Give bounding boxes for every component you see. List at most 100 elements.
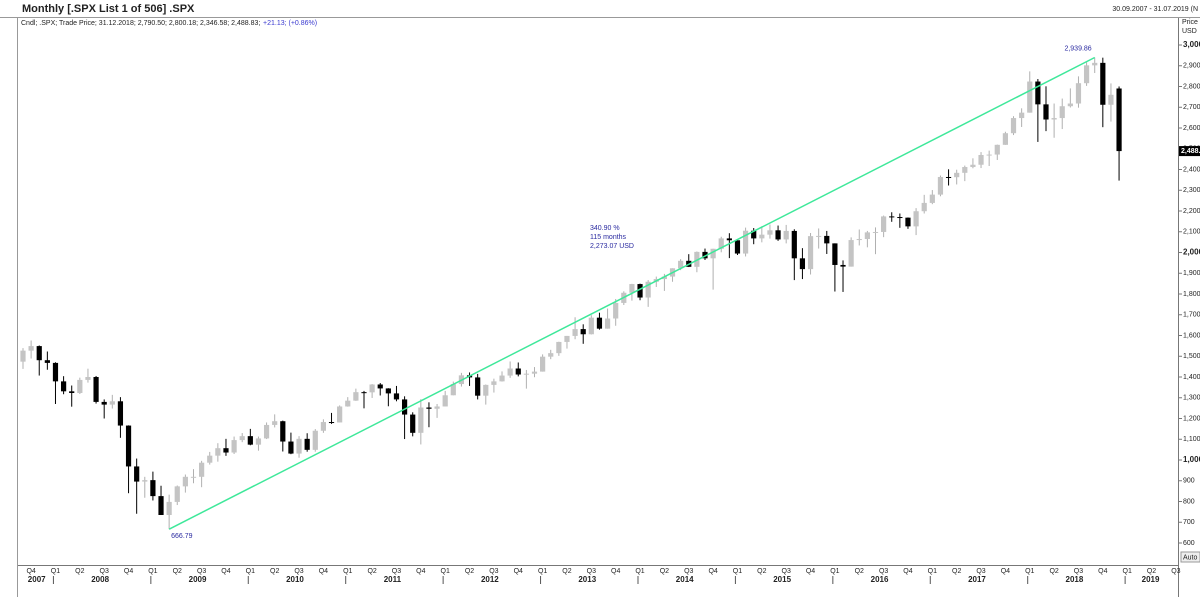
trendline — [168, 56, 1096, 530]
candle-body — [807, 236, 814, 270]
candle-body — [426, 407, 432, 409]
candle-body — [410, 414, 416, 433]
y-tick-label: 1,600 — [1183, 332, 1200, 339]
candle-body — [905, 217, 911, 227]
y-tick-label: 2,100 — [1183, 229, 1200, 236]
y-tick-label: 2,800 — [1183, 83, 1200, 90]
candle-body — [661, 276, 668, 280]
candle-body — [507, 368, 513, 376]
last-price-label: 2,488.83 — [1181, 148, 1200, 155]
candle-body — [239, 436, 245, 441]
candle-body — [272, 421, 278, 425]
candle-body — [962, 167, 968, 173]
y-tick-label: 1,300 — [1183, 395, 1200, 402]
candle-body — [824, 235, 830, 244]
candle-body — [596, 317, 603, 329]
candle-body — [475, 377, 481, 396]
y-tick-label: 1,000 — [1183, 455, 1200, 464]
candle-body — [523, 373, 529, 375]
candle-body — [897, 217, 903, 219]
year-label: 2010 — [286, 575, 304, 584]
candle-body — [36, 346, 42, 361]
candle-body — [548, 353, 554, 357]
candle-body — [85, 377, 91, 380]
candle-body — [125, 425, 132, 467]
candle-body — [247, 436, 253, 445]
candle-body — [288, 441, 294, 454]
x-tick-label: Q2 — [660, 568, 669, 575]
candle-body — [564, 335, 570, 342]
candle-body — [864, 232, 870, 240]
year-label: 2018 — [1066, 575, 1084, 584]
year-label: 2007 — [28, 575, 46, 584]
candle-body — [434, 406, 440, 409]
candle-body — [856, 239, 862, 241]
x-tick-label: Q4 — [1001, 568, 1010, 575]
candle-body — [1092, 62, 1098, 66]
candle-body — [937, 176, 944, 195]
candle-body — [726, 238, 732, 241]
candle-body — [613, 302, 619, 319]
y-tick-label: 1,400 — [1183, 374, 1200, 381]
x-tick-label: Q4 — [1098, 568, 1107, 575]
y-tick-label: 2,400 — [1183, 166, 1200, 173]
candle-body — [483, 384, 489, 396]
candle-body — [101, 401, 107, 405]
candle-body — [69, 391, 75, 393]
x-tick-label: Q2 — [367, 568, 376, 575]
y-tick-label: 2,900 — [1183, 63, 1200, 70]
y-tick-label: 600 — [1183, 540, 1195, 547]
y-tick-label: 1,100 — [1183, 436, 1200, 443]
candle-body — [263, 424, 270, 439]
chart-title: Monthly [.SPX List 1 of 506] .SPX — [22, 3, 195, 15]
candle-body — [1059, 106, 1065, 119]
x-tick-label: Q1 — [343, 568, 352, 575]
auto-button[interactable] — [1180, 551, 1200, 563]
candle-body — [556, 341, 562, 354]
candle-body — [848, 240, 854, 267]
x-tick-label: Q3 — [879, 568, 888, 575]
trendline-start-label: 666.79 — [171, 533, 193, 540]
year-label: 2008 — [91, 575, 109, 584]
y-tick-label: 800 — [1183, 498, 1195, 505]
x-tick-label: Q3 — [587, 568, 596, 575]
candle-body — [393, 393, 400, 400]
legend-change: +21.13; (+0.86%) — [263, 20, 317, 27]
candle-body — [109, 401, 115, 405]
candle-body — [734, 240, 741, 254]
candle-body — [1083, 65, 1090, 84]
axis-title: Price — [1182, 19, 1198, 26]
x-tick-label: Q3 — [782, 568, 791, 575]
x-tick-label: Q3 — [1074, 568, 1083, 575]
auto-button-label[interactable]: Auto — [1183, 554, 1198, 561]
candle-body — [572, 329, 578, 336]
candle-body — [702, 251, 708, 259]
axis-unit: USD — [1182, 28, 1197, 35]
candle-body — [117, 401, 124, 426]
candle-body — [199, 462, 205, 477]
candle-body — [377, 384, 383, 389]
y-tick-label: 1,800 — [1183, 291, 1200, 298]
y-tick-label: 2,000 — [1183, 248, 1200, 257]
x-tick-label: Q2 — [465, 568, 474, 575]
candle-body — [337, 406, 343, 423]
x-tick-label: Q2 — [270, 568, 279, 575]
candle-body — [1108, 94, 1114, 105]
candle-body — [1075, 83, 1082, 104]
candle-body — [215, 448, 221, 456]
trendline-end-label: 2,939.86 — [1064, 45, 1091, 52]
candle-body — [77, 379, 83, 393]
candle-body — [1027, 81, 1033, 113]
candle-body — [174, 486, 180, 502]
candle-body — [52, 362, 59, 382]
candle-body — [280, 421, 286, 442]
candle-body — [60, 381, 67, 392]
candle-body — [751, 230, 757, 239]
x-tick-label: Q4 — [319, 568, 328, 575]
candle-body — [978, 154, 984, 165]
x-tick-label: Q4 — [708, 568, 717, 575]
candle-body — [1116, 88, 1122, 152]
x-tick-label: Q1 — [441, 568, 450, 575]
year-label: 2016 — [871, 575, 889, 584]
candle-body — [1100, 62, 1106, 105]
